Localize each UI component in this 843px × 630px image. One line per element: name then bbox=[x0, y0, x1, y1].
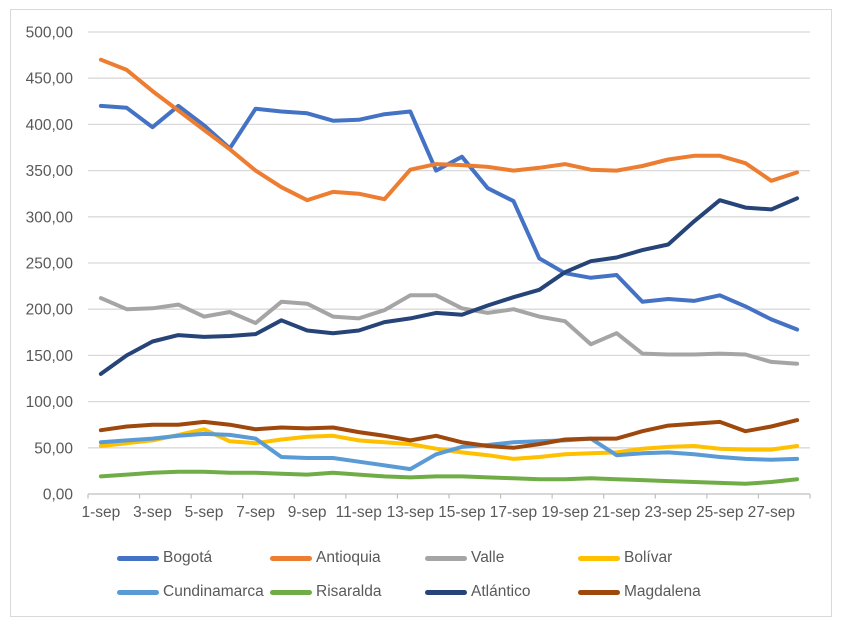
x-axis-label: 11-sep bbox=[336, 504, 382, 521]
legend-label-risaralda: Risaralda bbox=[316, 583, 382, 600]
legend-label-bogota: Bogotá bbox=[163, 549, 213, 566]
legend-label-magdalena: Magdalena bbox=[624, 583, 701, 600]
legend-label-bolivar: Bolívar bbox=[624, 549, 673, 566]
y-axis-label: 400,00 bbox=[26, 117, 74, 134]
legend-label-cundinamarca: Cundinamarca bbox=[163, 583, 264, 600]
legend-item-antioquia[interactable]: Antioquia bbox=[270, 548, 381, 568]
x-axis-label: 21-sep bbox=[593, 504, 640, 521]
legend-swatch-bolivar bbox=[578, 555, 620, 561]
x-axis-label: 27-sep bbox=[748, 504, 795, 521]
y-axis-label: 0,00 bbox=[43, 487, 74, 504]
series-line-magdalena bbox=[98, 418, 800, 450]
legend-swatch-valle bbox=[425, 555, 467, 561]
y-axis-label: 500,00 bbox=[26, 25, 74, 42]
legend-label-atlantico: Atlántico bbox=[471, 583, 531, 600]
chart-area-border bbox=[10, 9, 832, 617]
line-chart: 0,00 50,00 100,00 150,00 200,00 250,00 300,00 3… bbox=[26, 25, 811, 521]
legend-label-valle: Valle bbox=[471, 549, 505, 566]
legend-label-antioquia: Antioquia bbox=[316, 549, 381, 566]
series-line-bogota bbox=[98, 103, 800, 332]
series-line-valle bbox=[98, 293, 800, 366]
y-axis-label: 150,00 bbox=[26, 348, 74, 365]
y-axis-label: 250,00 bbox=[26, 256, 74, 273]
y-axis-label: 100,00 bbox=[26, 394, 74, 411]
x-axis-label: 7-sep bbox=[236, 504, 275, 521]
legend-item-risaralda[interactable]: Risaralda bbox=[270, 582, 381, 602]
y-axis-label: 300,00 bbox=[26, 209, 74, 226]
y-axis-label: 200,00 bbox=[26, 302, 74, 319]
legend-swatch-atlantico bbox=[425, 589, 467, 595]
x-axis-label: 19-sep bbox=[541, 504, 588, 521]
x-axis-label: 13-sep bbox=[387, 504, 434, 521]
x-axis-label: 9-sep bbox=[288, 504, 327, 521]
x-axis-label: 1-sep bbox=[82, 504, 121, 521]
legend-swatch-bogota bbox=[117, 555, 159, 561]
series-line-cundinamarca bbox=[98, 431, 800, 472]
legend-item-valle[interactable]: Valle bbox=[425, 548, 504, 568]
legend-swatch-risaralda bbox=[270, 589, 312, 595]
legend-item-bogota[interactable]: Bogotá bbox=[117, 548, 212, 568]
x-axis-label: 17-sep bbox=[490, 504, 537, 521]
legend-item-cundinamarca[interactable]: Cundinamarca bbox=[117, 582, 264, 602]
legend-swatch-cundinamarca bbox=[117, 589, 159, 595]
legend-item-magdalena[interactable]: Magdalena bbox=[578, 582, 701, 602]
series-line-atlantico bbox=[98, 196, 800, 376]
x-axis-label: 23-sep bbox=[644, 504, 691, 521]
series-line-antioquia bbox=[98, 57, 800, 203]
y-axis-label: 350,00 bbox=[26, 163, 74, 180]
x-axis-label: 25-sep bbox=[696, 504, 743, 521]
legend-item-bolivar[interactable]: Bolívar bbox=[578, 548, 672, 568]
y-axis-label: 50,00 bbox=[34, 440, 73, 457]
y-axis-label: 450,00 bbox=[26, 71, 74, 88]
x-axis-label: 3-sep bbox=[133, 504, 172, 521]
chart-legend: Bogotá Antioquia Valle Bolívar Cundinamarca R… bbox=[0, 0, 843, 600]
series-line-risaralda bbox=[98, 469, 800, 486]
legend-swatch-antioquia bbox=[270, 555, 312, 561]
legend-swatch-magdalena bbox=[578, 589, 620, 595]
x-axis-label: 15-sep bbox=[438, 504, 485, 521]
x-axis-label: 5-sep bbox=[185, 504, 224, 521]
legend-item-atlantico[interactable]: Atlántico bbox=[425, 582, 530, 602]
